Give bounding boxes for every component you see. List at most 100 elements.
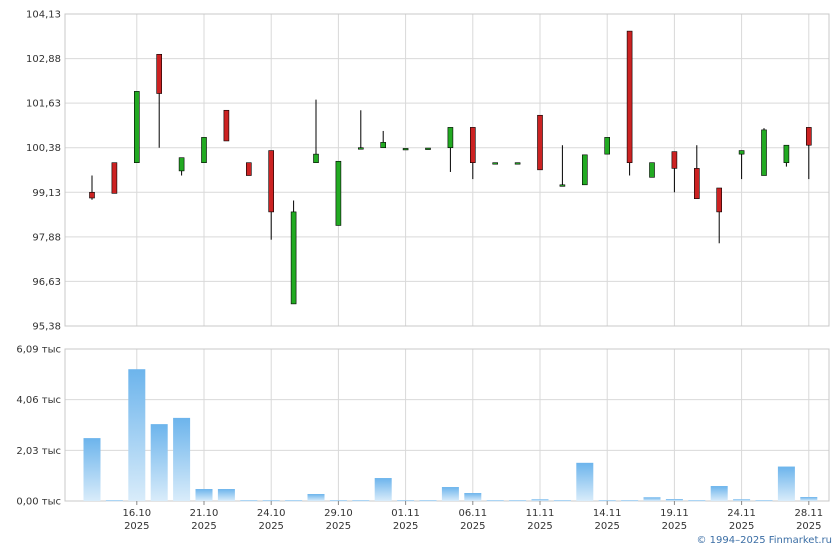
- candle: [649, 162, 655, 178]
- candle: [604, 137, 611, 155]
- date-tick-day: 14.11: [593, 508, 622, 519]
- volume-bar: [374, 478, 392, 501]
- candle-body-down: [469, 127, 476, 163]
- candle-body-up: [649, 162, 655, 178]
- candle: [626, 30, 633, 176]
- candle-body-up: [380, 142, 387, 149]
- candle: [514, 162, 521, 165]
- candle-body-up: [738, 150, 745, 155]
- candle: [156, 53, 162, 148]
- candle: [246, 162, 252, 176]
- candle: [111, 162, 118, 194]
- date-tick-year: 2025: [124, 521, 149, 532]
- volume-panel: 6,09 тыс 4,06 тыс 2,03 тыс 0,00 тыс: [16, 345, 830, 508]
- volume-bar: [800, 497, 818, 501]
- price-y-tick-label: 100,38: [26, 143, 61, 154]
- date-tick-day: 21.10: [190, 508, 219, 519]
- candle-body-up: [581, 154, 588, 186]
- volume-bar: [531, 499, 549, 501]
- price-y-tick-label: 96,63: [32, 277, 61, 288]
- date-tick-year: 2025: [258, 521, 283, 532]
- candle: [761, 128, 767, 176]
- volume-bar: [83, 438, 101, 501]
- candle: [201, 137, 207, 163]
- date-tick-year: 2025: [393, 521, 418, 532]
- candle-body-up: [783, 144, 790, 163]
- volume-bar: [397, 500, 415, 502]
- candle-body-up: [290, 211, 297, 305]
- date-tick-day: 06.11: [458, 508, 487, 519]
- price-plot-frame: [64, 13, 830, 327]
- volume-bar: [777, 466, 795, 501]
- date-tick-day: 24.10: [257, 508, 286, 519]
- candle: [716, 187, 723, 244]
- volume-bar: [217, 489, 235, 501]
- candle-body-up: [447, 127, 454, 149]
- candle-body-down: [111, 162, 118, 194]
- candle: [89, 175, 95, 200]
- candle-body-down: [268, 150, 275, 213]
- candle: [693, 145, 700, 200]
- candle: [357, 110, 364, 150]
- date-tick-year: 2025: [729, 521, 754, 532]
- volume-bar: [733, 499, 751, 501]
- date-tick-year: 2025: [191, 521, 216, 532]
- copyright-notice[interactable]: © 1994–2025 Finmarket.ru: [696, 535, 832, 546]
- volume-bar: [150, 424, 168, 501]
- candle-body-down: [89, 191, 95, 199]
- date-tick-day: 29.10: [324, 508, 353, 519]
- volume-bar: [665, 499, 683, 501]
- candle: [447, 127, 454, 172]
- candle-body-down: [671, 151, 678, 169]
- candle: [268, 150, 275, 240]
- candle-body-up: [402, 148, 409, 151]
- candle-body-down: [626, 30, 633, 163]
- candle: [380, 130, 387, 149]
- price-y-tick-label: 101,63: [26, 99, 61, 110]
- price-y-tick-label: 99,13: [32, 188, 61, 199]
- candle-body-down: [537, 114, 543, 171]
- candle: [805, 127, 812, 180]
- date-tick-day: 19.11: [660, 508, 689, 519]
- candle: [313, 99, 319, 163]
- date-tick-year: 2025: [326, 521, 351, 532]
- price-y-tick-label: 104,13: [26, 10, 61, 21]
- candle-body-up: [761, 129, 767, 176]
- candle: [134, 91, 140, 163]
- candle-body-down: [246, 162, 252, 176]
- volume-bar: [329, 500, 347, 502]
- candle: [223, 109, 230, 142]
- volume-bar: [173, 417, 191, 501]
- candle-body-down: [223, 109, 230, 142]
- volume-bar: [352, 500, 370, 502]
- volume-y-tick-label: 4,06 тыс: [16, 395, 61, 406]
- volume-bar: [576, 462, 594, 501]
- candle-body-down: [156, 53, 162, 94]
- price-y-tick-label: 102,88: [26, 54, 61, 65]
- volume-bar: [621, 500, 639, 502]
- volume-bar: [240, 500, 258, 502]
- candle-body-up: [313, 153, 319, 163]
- candle-body-up: [178, 157, 185, 172]
- candle-body-up: [514, 162, 521, 165]
- candle: [783, 144, 790, 167]
- candle: [581, 154, 588, 186]
- candle-body-down: [716, 187, 723, 213]
- date-tick-year: 2025: [796, 521, 821, 532]
- price-panel: 104,13 102,88 101,63 100,38 99,13 97,88 96,63 9…: [26, 10, 830, 333]
- volume-bar: [128, 369, 146, 501]
- candle: [335, 160, 342, 226]
- candle-body-up: [357, 147, 364, 150]
- date-tick-day: 11.11: [526, 508, 555, 519]
- date-tick-year: 2025: [662, 521, 687, 532]
- volume-bar: [643, 497, 661, 501]
- candle-body-up: [604, 137, 611, 155]
- candle: [290, 200, 297, 305]
- volume-bar: [105, 500, 123, 502]
- candle: [738, 150, 745, 180]
- candle-body-up: [559, 184, 566, 187]
- date-axis: 16.10 2025 21.10 2025 24.10 2025 29.10 2025 01.1…: [122, 501, 823, 532]
- volume-bar: [486, 500, 504, 502]
- date-tick-day: 16.10: [122, 508, 151, 519]
